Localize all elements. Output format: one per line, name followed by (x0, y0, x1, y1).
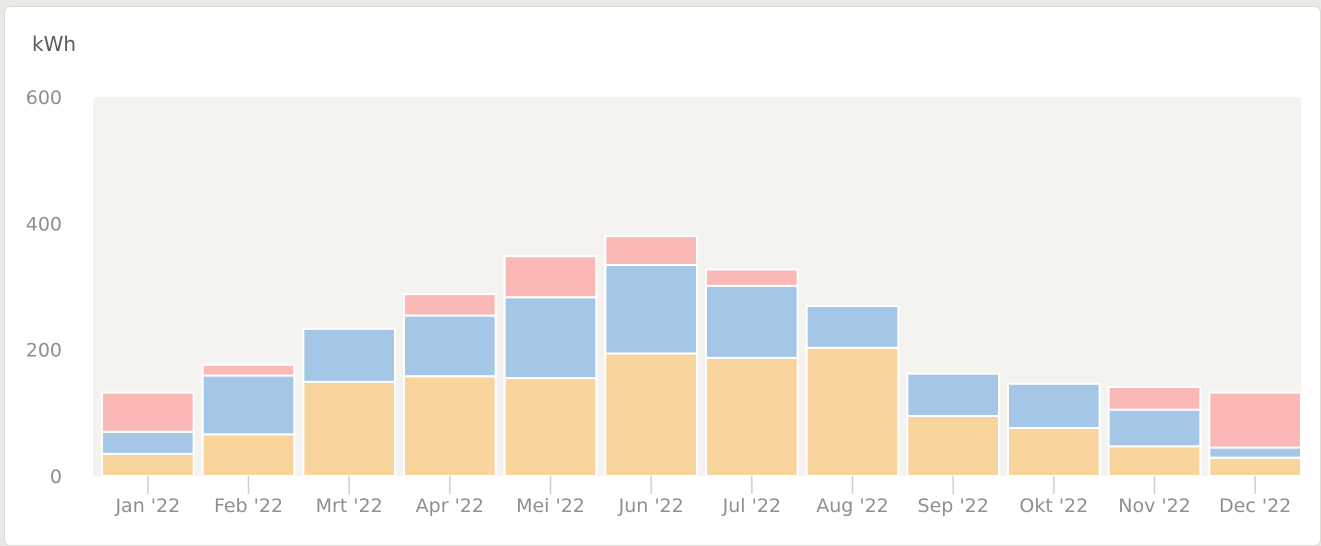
bar-segment-7-series-2[interactable] (705, 284, 799, 359)
bar-segment-12-series-1[interactable] (1208, 456, 1303, 478)
y-axis-ticks: 0 200 400 600 (26, 87, 62, 488)
x-tick-label: Dec '22 (1219, 495, 1291, 517)
bar-segment-1-series-3[interactable] (101, 391, 195, 433)
x-tick-label: Nov '22 (1118, 495, 1191, 517)
bar-segment-11-series-3[interactable] (1107, 385, 1202, 411)
y-tick-label: 600 (26, 87, 62, 109)
y-tick-label: 400 (26, 213, 62, 235)
bar-segment-9-series-2[interactable] (906, 372, 1000, 417)
bar-segment-9-series-1[interactable] (906, 414, 1000, 478)
x-tick-label: Jan '22 (114, 495, 180, 517)
bar-segment-6-series-1[interactable] (604, 352, 698, 477)
bar-segment-5-series-1[interactable] (503, 377, 598, 478)
bar-segment-2-series-3[interactable] (201, 363, 296, 377)
bar-segment-10-series-2[interactable] (1007, 382, 1101, 429)
x-tick-label: Sep '22 (918, 495, 989, 517)
x-tick-label: Jul '22 (722, 495, 781, 517)
bars (101, 234, 1303, 478)
x-tick-label: Mrt '22 (316, 495, 383, 517)
bar-segment-1-series-1[interactable] (101, 452, 195, 477)
bar-segment-1-series-2[interactable] (101, 430, 195, 455)
bar-segment-4-series-3[interactable] (403, 293, 497, 317)
bar-segment-3-series-1[interactable] (302, 380, 397, 477)
x-tick-label: Mei '22 (516, 495, 585, 517)
bar-segment-5-series-2[interactable] (503, 296, 598, 380)
y-axis-unit-label: kWh (32, 32, 77, 56)
x-tick-label: Aug '22 (816, 495, 889, 517)
bar-segment-2-series-2[interactable] (201, 374, 296, 436)
bar-segment-11-series-2[interactable] (1107, 408, 1202, 448)
bar-segment-11-series-1[interactable] (1107, 445, 1202, 478)
bar-segment-5-series-3[interactable] (503, 255, 598, 299)
bar-segment-6-series-3[interactable] (604, 234, 698, 267)
bar-segment-4-series-2[interactable] (403, 314, 497, 378)
bar-segment-8-series-1[interactable] (805, 346, 900, 477)
bar-segment-12-series-3[interactable] (1208, 391, 1303, 449)
x-tick-label: Feb '22 (214, 495, 283, 517)
x-tick-label: Jun '22 (618, 495, 684, 517)
bar-segment-3-series-2[interactable] (302, 327, 397, 383)
bar-segment-2-series-1[interactable] (201, 433, 296, 477)
x-tick-label: Apr '22 (416, 495, 484, 517)
x-tick-label: Okt '22 (1019, 495, 1088, 517)
bar-segment-12-series-2[interactable] (1208, 446, 1303, 459)
x-axis-ticks: Jan '22 Feb '22 Mrt '22 Apr '22 Mei '22 Jun '… (114, 476, 1291, 517)
bar-segment-8-series-2[interactable] (805, 305, 900, 349)
bar-segment-10-series-1[interactable] (1007, 426, 1101, 478)
bar-segment-4-series-1[interactable] (403, 375, 497, 477)
bar-segment-7-series-3[interactable] (705, 268, 799, 287)
y-tick-label: 0 (50, 466, 62, 488)
bar-segment-6-series-2[interactable] (604, 264, 698, 355)
bar-segment-7-series-1[interactable] (705, 356, 799, 477)
y-tick-label: 200 (26, 340, 62, 362)
